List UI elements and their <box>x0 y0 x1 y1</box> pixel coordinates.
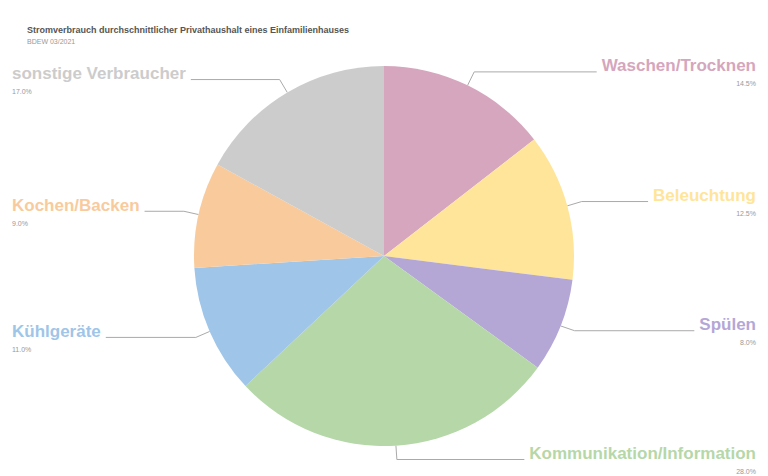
svg-text:28.0%: 28.0% <box>736 468 756 475</box>
svg-text:14.5%: 14.5% <box>736 80 756 87</box>
svg-text:9.0%: 9.0% <box>12 220 28 227</box>
svg-text:Stromverbrauch durchschnittlic: Stromverbrauch durchschnittlicher Privat… <box>27 25 349 35</box>
svg-text:17.0%: 17.0% <box>12 88 32 95</box>
svg-text:Kommunikation/Information: Kommunikation/Information <box>529 444 756 463</box>
svg-text:Kühlgeräte: Kühlgeräte <box>12 322 101 341</box>
svg-text:sonstige Verbraucher: sonstige Verbraucher <box>12 64 186 83</box>
svg-text:Kochen/Backen: Kochen/Backen <box>12 196 140 215</box>
svg-text:8.0%: 8.0% <box>740 339 756 346</box>
svg-text:12.5%: 12.5% <box>736 210 756 217</box>
svg-text:Waschen/Trocknen: Waschen/Trocknen <box>602 56 756 75</box>
svg-text:BDEW 03/2021: BDEW 03/2021 <box>27 38 75 45</box>
svg-text:Beleuchtung: Beleuchtung <box>653 186 756 205</box>
svg-text:Spülen: Spülen <box>699 315 756 334</box>
svg-text:11.0%: 11.0% <box>12 346 31 353</box>
